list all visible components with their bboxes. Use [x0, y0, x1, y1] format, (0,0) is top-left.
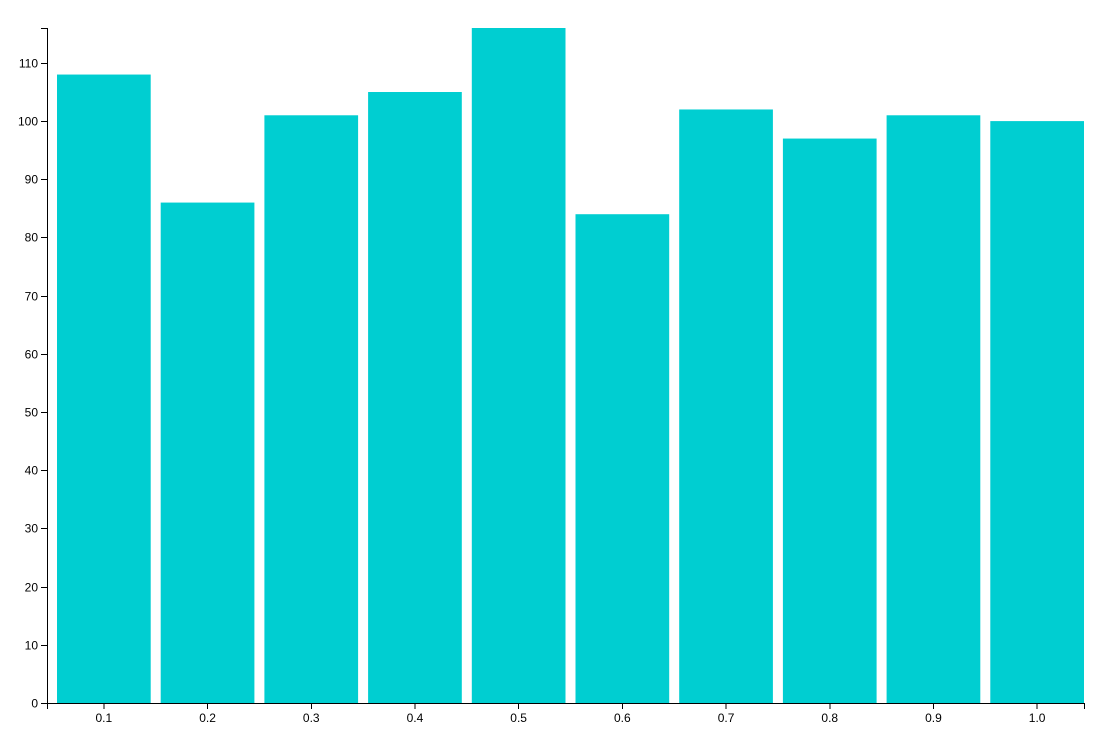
y-axis-line: [41, 28, 48, 704]
x-axis: 0.1 0.2 0.3 0.4 0.5 0.6 0.7 0.8 0.9 1.0: [47, 703, 1085, 725]
y-tick-label: 90: [25, 173, 39, 187]
bar-0.5: [471, 28, 566, 703]
y-tick-label: 10: [25, 639, 39, 653]
bar-0.2: [160, 202, 255, 703]
x-axis-line: [47, 703, 1085, 709]
bar-0.1: [57, 74, 151, 704]
y-tick-label: 100: [18, 115, 38, 129]
bar-0.7: [679, 109, 773, 704]
y-tick-label: 110: [19, 57, 38, 71]
y-tick-label: 60: [25, 348, 39, 362]
bar-0.3: [264, 115, 359, 703]
bar-0.6: [575, 214, 670, 703]
y-tick-label: 40: [25, 464, 39, 478]
y-tick-label: 30: [25, 522, 39, 536]
bar-0.8: [782, 138, 877, 703]
y-tick-label: 80: [25, 231, 39, 245]
y-tick-label: 70: [25, 290, 39, 304]
x-tick-label: 0.2: [199, 711, 216, 725]
x-tick-label: 0.9: [925, 711, 942, 725]
y-axis: 0 10 20 30 40 50 60 70 80 90 100 110: [18, 28, 48, 711]
y-tick-label: 0: [31, 697, 38, 711]
x-tick-label: 0.5: [510, 711, 527, 725]
x-tick-label: 0.8: [821, 711, 838, 725]
y-tick-label: 20: [25, 581, 39, 595]
x-tick-label: 0.6: [614, 711, 631, 725]
bar-1.0: [990, 121, 1084, 704]
x-tick-label: 1.0: [1029, 711, 1046, 725]
x-tick-label: 0.3: [303, 711, 320, 725]
bar-0.4: [368, 92, 462, 703]
y-tick-label: 50: [25, 406, 39, 420]
bars-group: [57, 28, 1084, 704]
x-tick-label: 0.7: [718, 711, 735, 725]
x-tick-label: 0.4: [407, 711, 424, 725]
bar-0.9: [886, 115, 981, 703]
x-tick-label: 0.1: [96, 711, 113, 725]
